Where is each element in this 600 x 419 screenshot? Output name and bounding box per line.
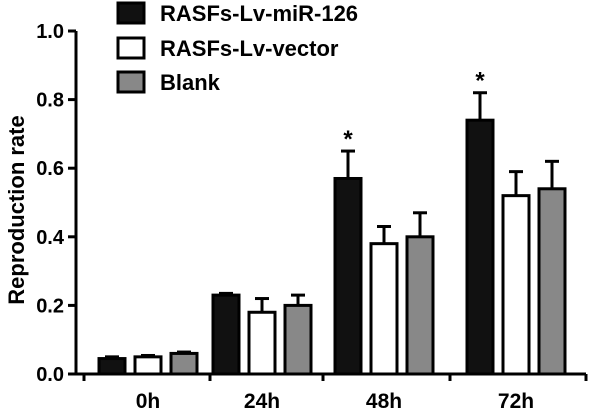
bar bbox=[465, 118, 495, 376]
x-tick-label: 0h bbox=[136, 390, 161, 413]
bar bbox=[247, 310, 277, 376]
legend-label: Blank bbox=[160, 70, 221, 95]
bar bbox=[133, 355, 163, 376]
legend-label: RASFs-Lv-vector bbox=[160, 36, 339, 61]
legend-swatch bbox=[116, 70, 146, 94]
x-tick-label: 72h bbox=[498, 390, 534, 413]
bar bbox=[369, 242, 399, 376]
y-axis-label: Reproduction rate bbox=[4, 115, 29, 304]
bar bbox=[537, 187, 567, 376]
bar bbox=[405, 235, 435, 376]
bar bbox=[169, 351, 199, 376]
y-tick-label: 0.0 bbox=[36, 364, 64, 386]
legend: RASFs-Lv-miR-126 RASFs-Lv-vector Blank bbox=[116, 1, 358, 95]
significance-marker: * bbox=[343, 126, 353, 153]
legend-swatch bbox=[116, 36, 146, 60]
significance-marker: * bbox=[475, 68, 485, 95]
bars: ** bbox=[97, 68, 567, 376]
y-axis: 0.0 0.2 0.4 0.6 0.8 1.0 bbox=[36, 21, 78, 386]
legend-swatch bbox=[116, 1, 146, 25]
y-tick-label: 0.2 bbox=[36, 295, 64, 317]
y-tick-label: 0.4 bbox=[36, 227, 65, 249]
x-tick-label: 24h bbox=[244, 390, 280, 413]
x-tick-label: 48h bbox=[366, 390, 402, 413]
legend-label: RASFs-Lv-miR-126 bbox=[160, 1, 358, 26]
bar bbox=[333, 176, 363, 376]
bar bbox=[211, 293, 241, 376]
bar bbox=[283, 303, 313, 376]
x-axis: 0h 24h 48h 72h bbox=[76, 372, 588, 413]
y-tick-label: 0.6 bbox=[36, 158, 64, 180]
y-tick-label: 0.8 bbox=[36, 90, 64, 112]
y-tick-label: 1.0 bbox=[36, 21, 64, 43]
bar bbox=[501, 194, 531, 376]
bar bbox=[97, 357, 127, 376]
